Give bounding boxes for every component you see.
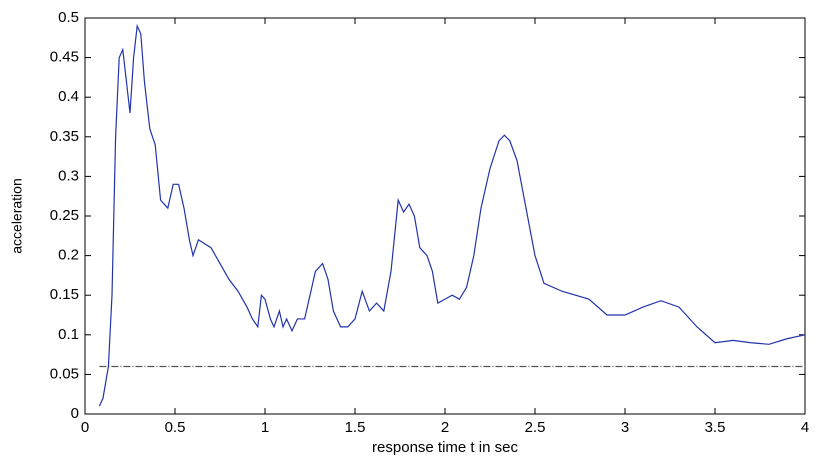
y-tick-label: 0.4	[58, 88, 79, 105]
series-line	[98, 23, 806, 407]
y-tick-label: 0.15	[50, 286, 79, 303]
x-axis-label: response time t in sec	[372, 439, 518, 456]
y-tick-label: 0.35	[50, 128, 79, 145]
plot-frame	[84, 17, 806, 415]
y-tick-label: 0.3	[58, 167, 79, 184]
y-tick-label: 0.25	[50, 207, 79, 224]
x-tick-label: 2	[441, 419, 449, 436]
x-tick-label: 2.5	[525, 419, 546, 436]
y-tick-label: 0	[71, 405, 79, 422]
y-tick-label: 0.45	[50, 49, 79, 66]
y-tick-label: 0.1	[58, 326, 79, 343]
x-tick-label: 4	[801, 419, 809, 436]
x-tick-label: 3	[621, 419, 629, 436]
x-tick-label: 0	[81, 419, 89, 436]
x-tick-label: 0.5	[165, 419, 186, 436]
y-axis-label: acceleration	[9, 178, 25, 254]
x-tick-label: 1.5	[345, 419, 366, 436]
y-tick-label: 0.05	[50, 365, 79, 382]
x-tick-label: 3.5	[705, 419, 726, 436]
y-tick-label: 0.2	[58, 247, 79, 264]
y-tick-label: 0.5	[58, 9, 79, 26]
x-tick-label: 1	[261, 419, 269, 436]
